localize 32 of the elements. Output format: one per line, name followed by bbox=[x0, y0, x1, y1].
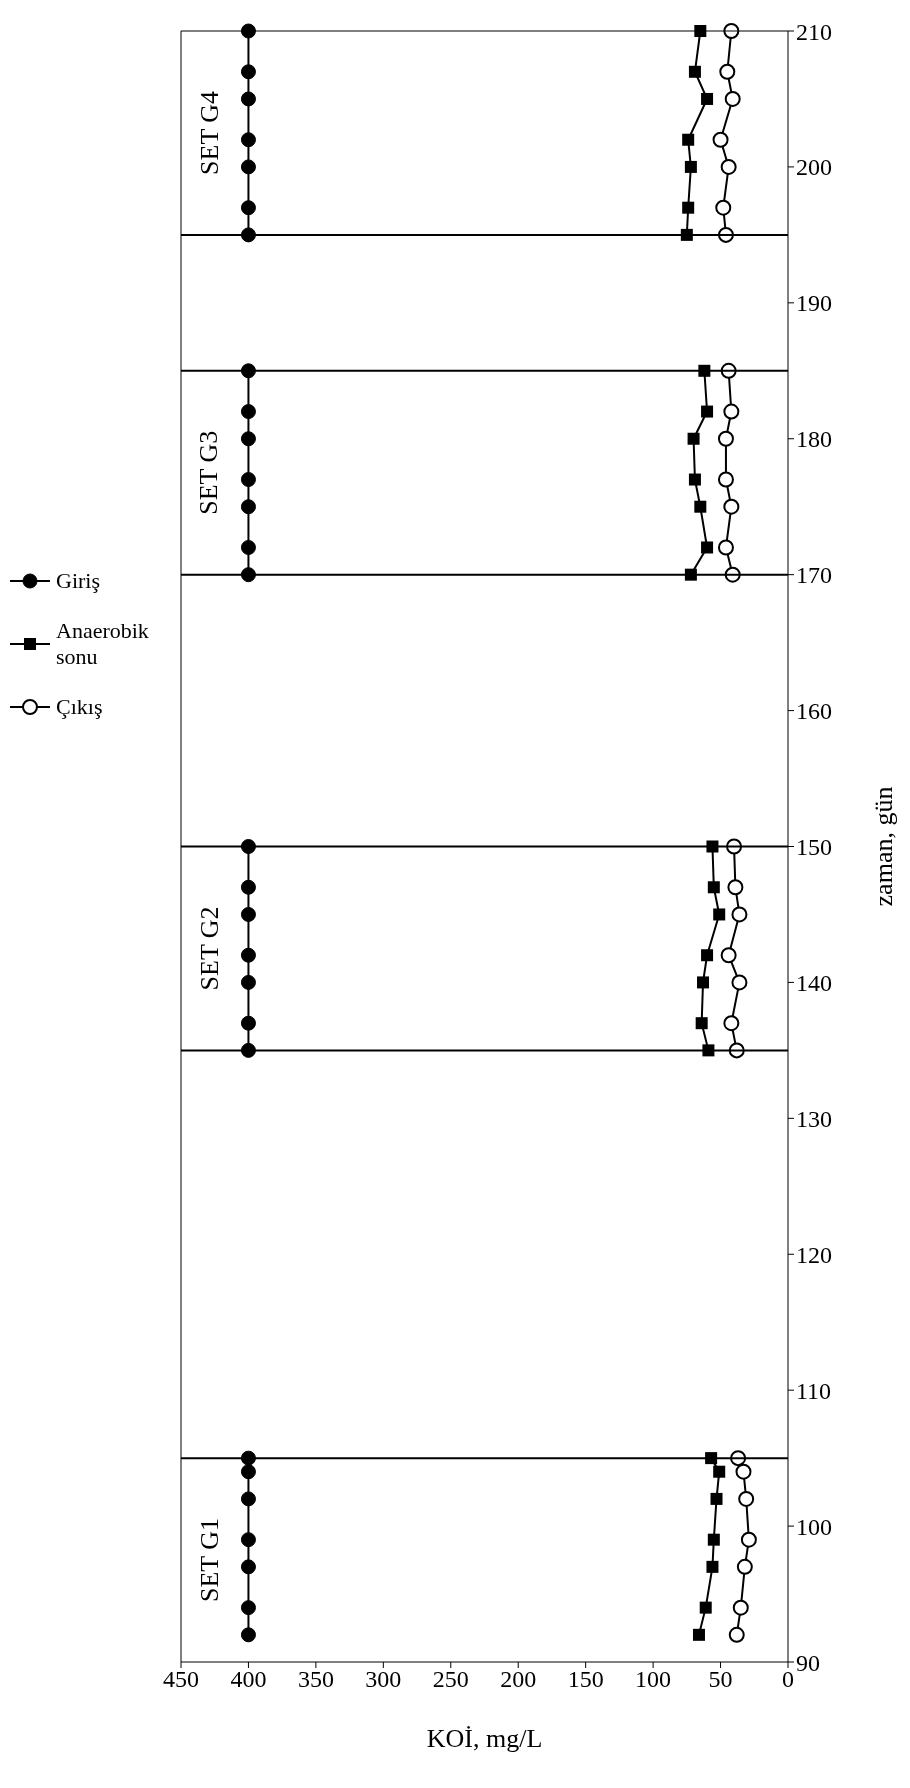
x-tick-label: 200 bbox=[500, 1666, 537, 1693]
y-tick-label: 120 bbox=[796, 1241, 832, 1268]
y-tick-label: 160 bbox=[796, 698, 832, 725]
legend-label: Çıkış bbox=[56, 694, 103, 720]
x-tick-label: 350 bbox=[297, 1666, 334, 1693]
x-tick-label: 50 bbox=[708, 1666, 733, 1693]
y-tick-label: 110 bbox=[796, 1377, 832, 1404]
annotation: SET G4 bbox=[194, 90, 224, 175]
y-tick-label: 140 bbox=[796, 969, 832, 996]
y-tick-label: 100 bbox=[796, 1513, 832, 1540]
x-tick-label: 150 bbox=[567, 1666, 604, 1693]
y-tick-label: 130 bbox=[796, 1105, 832, 1132]
x-tick-label: 250 bbox=[432, 1666, 469, 1693]
x-tick-label: 400 bbox=[230, 1666, 267, 1693]
y-tick-label: 150 bbox=[796, 834, 832, 861]
x-tick-label: 450 bbox=[163, 1666, 199, 1693]
x-axis-title: KOİ, mg/L bbox=[426, 1724, 543, 1753]
annotation: SET G3 bbox=[194, 430, 224, 515]
y-tick-label: 170 bbox=[796, 562, 832, 589]
annotation: SET G1 bbox=[194, 1518, 224, 1603]
x-tick-label: 0 bbox=[782, 1666, 794, 1693]
x-tick-label: 100 bbox=[635, 1666, 672, 1693]
y-tick-label: 200 bbox=[796, 154, 832, 181]
legend-label: Anaerobik sonu bbox=[56, 618, 150, 670]
annotation: SET G2 bbox=[194, 906, 224, 991]
y-tick-label: 190 bbox=[796, 290, 832, 317]
legend-label: Giriş bbox=[56, 568, 100, 594]
y-axis-title: zaman, gün bbox=[869, 786, 899, 907]
y-tick-label: 210 bbox=[796, 18, 832, 45]
x-tick-label: 300 bbox=[365, 1666, 402, 1693]
y-tick-label: 180 bbox=[796, 426, 832, 453]
y-tick-label: 90 bbox=[796, 1649, 820, 1676]
